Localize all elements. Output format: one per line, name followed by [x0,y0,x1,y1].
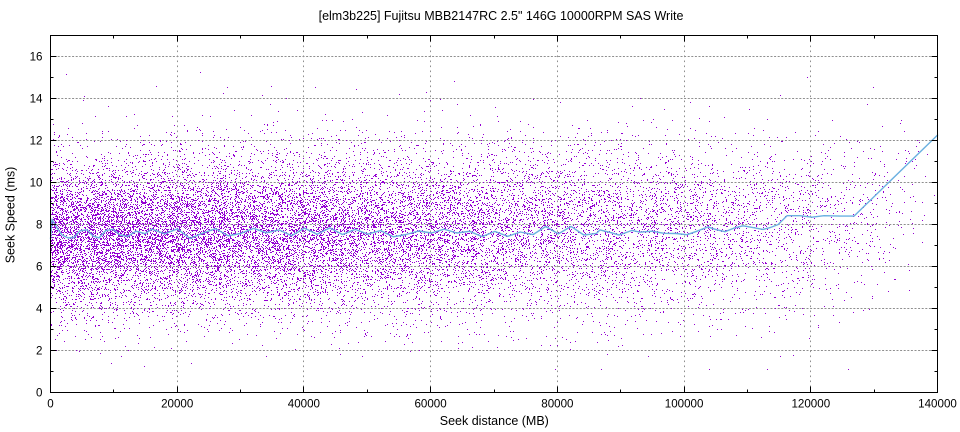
svg-text:140000: 140000 [918,398,957,411]
svg-text:0: 0 [36,387,42,400]
svg-text:40000: 40000 [288,398,320,411]
svg-text:6: 6 [36,261,42,274]
svg-text:0: 0 [47,398,53,411]
svg-text:Seek Speed (ms): Seek Speed (ms) [4,167,18,264]
svg-text:120000: 120000 [791,398,830,411]
svg-text:20000: 20000 [161,398,193,411]
svg-text:Seek distance (MB): Seek distance (MB) [440,414,549,428]
svg-text:12: 12 [30,135,43,148]
svg-text:14: 14 [30,93,43,106]
svg-text:60000: 60000 [414,398,446,411]
svg-text:16: 16 [30,51,43,64]
svg-text:80000: 80000 [541,398,573,411]
svg-text:2: 2 [36,345,42,358]
svg-text:100000: 100000 [665,398,704,411]
svg-text:[elm3b225] Fujitsu MBB2147RC 2: [elm3b225] Fujitsu MBB2147RC 2.5" 146G 1… [319,9,684,23]
svg-text:8: 8 [36,219,42,232]
svg-text:4: 4 [36,303,43,316]
svg-text:10: 10 [30,177,43,190]
